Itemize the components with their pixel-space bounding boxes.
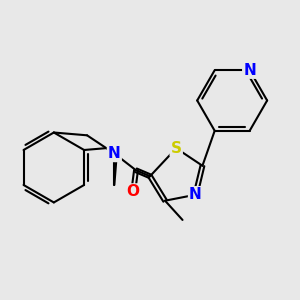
Text: N: N bbox=[189, 187, 202, 202]
Text: N: N bbox=[108, 146, 121, 161]
Text: N: N bbox=[243, 63, 256, 78]
Text: S: S bbox=[171, 141, 182, 156]
Text: O: O bbox=[127, 184, 140, 200]
